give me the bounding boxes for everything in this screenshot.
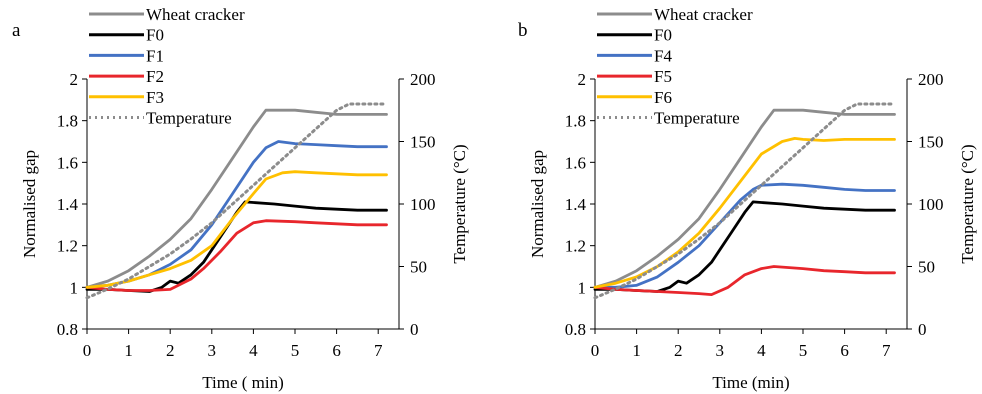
x-axis-title: Time ( min) (202, 373, 284, 392)
legend-label: Wheat cracker (146, 5, 245, 24)
y-tick-label: 0.8 (57, 320, 78, 339)
chart-panel-b: b 0.8 1 1.2 1.4 1.6 1.8 2 0 50 100 150 200 0 1 2 3 4 5 6 7 Ti… (518, 5, 977, 392)
y-tick-label: 0.8 (565, 320, 586, 339)
x-tick-label: 6 (332, 341, 341, 360)
x-tick-label: 6 (840, 341, 849, 360)
series-line-temperature (85, 102, 388, 300)
x-tick-label: 5 (799, 341, 808, 360)
y2-tick-label: 0 (410, 320, 419, 339)
series-line-f5 (593, 265, 896, 297)
legend-label: F3 (146, 88, 164, 107)
y-tick-label: 2 (70, 70, 79, 89)
y-tick-label: 1.2 (565, 237, 586, 256)
y2-axis-title: Temperature (°C) (450, 144, 469, 263)
y2-tick-label: 100 (410, 195, 436, 214)
legend-label: Temperature (654, 109, 740, 128)
chart-panel-a: a 0.8 1 1.2 1.4 1.6 1.8 2 0 50 100 150 200 0 1 2 3 4 5 6 7 Ti… (12, 5, 469, 392)
legend-label: Wheat cracker (654, 5, 753, 24)
legend-label: F6 (654, 88, 672, 107)
y-tick-label: 1.6 (565, 153, 586, 172)
y2-tick-label: 100 (918, 195, 944, 214)
legend-label: F0 (654, 26, 672, 45)
panel-label: a (12, 20, 21, 41)
y-tick-label: 1.4 (57, 195, 79, 214)
y-tick-label: 1.4 (565, 195, 587, 214)
legend-label: F2 (146, 67, 164, 86)
y2-tick-label: 200 (410, 70, 436, 89)
series-line-wheat-cracker (593, 108, 896, 289)
series-line-f6 (593, 136, 896, 289)
x-tick-label: 3 (208, 341, 217, 360)
y-tick-label: 2 (578, 70, 587, 89)
y2-tick-label: 50 (410, 258, 427, 277)
series-line-temperature (593, 102, 896, 300)
x-tick-label: 1 (124, 341, 133, 360)
y-tick-label: 1.6 (57, 153, 78, 172)
y-axis-title: Normalised gap (20, 150, 39, 258)
x-axis-title: Time (min) (712, 373, 789, 392)
y2-tick-label: 150 (410, 133, 436, 152)
y-axis-title: Normalised gap (528, 150, 547, 258)
panel-label: b (518, 20, 528, 41)
y2-tick-label: 50 (918, 258, 935, 277)
y-tick-label: 1.8 (565, 112, 586, 131)
x-tick-label: 7 (374, 341, 383, 360)
legend-label: F0 (146, 26, 164, 45)
x-tick-label: 0 (83, 341, 92, 360)
legend-label: F5 (654, 67, 672, 86)
y2-tick-label: 0 (918, 320, 927, 339)
y-tick-label: 1 (578, 278, 587, 297)
x-tick-label: 2 (674, 341, 683, 360)
y2-tick-label: 150 (918, 133, 944, 152)
y-tick-label: 1.8 (57, 112, 78, 131)
legend-label: Temperature (146, 109, 232, 128)
x-tick-label: 1 (632, 341, 641, 360)
legend-label: F4 (654, 46, 672, 65)
y2-tick-label: 200 (918, 70, 944, 89)
y2-axis-title: Temperature (°C) (958, 144, 977, 263)
x-tick-label: 0 (591, 341, 600, 360)
series-line-f4 (593, 182, 896, 289)
x-tick-label: 7 (882, 341, 891, 360)
series-line-f3 (85, 170, 388, 289)
legend-label: F1 (146, 46, 164, 65)
series-line-f2 (85, 219, 388, 292)
x-tick-label: 4 (249, 341, 258, 360)
x-tick-label: 2 (166, 341, 175, 360)
x-tick-label: 5 (291, 341, 300, 360)
x-tick-label: 4 (757, 341, 766, 360)
y-tick-label: 1.2 (57, 237, 78, 256)
y-tick-label: 1 (70, 278, 79, 297)
series-line-wheat-cracker (85, 108, 388, 289)
x-tick-label: 3 (716, 341, 725, 360)
